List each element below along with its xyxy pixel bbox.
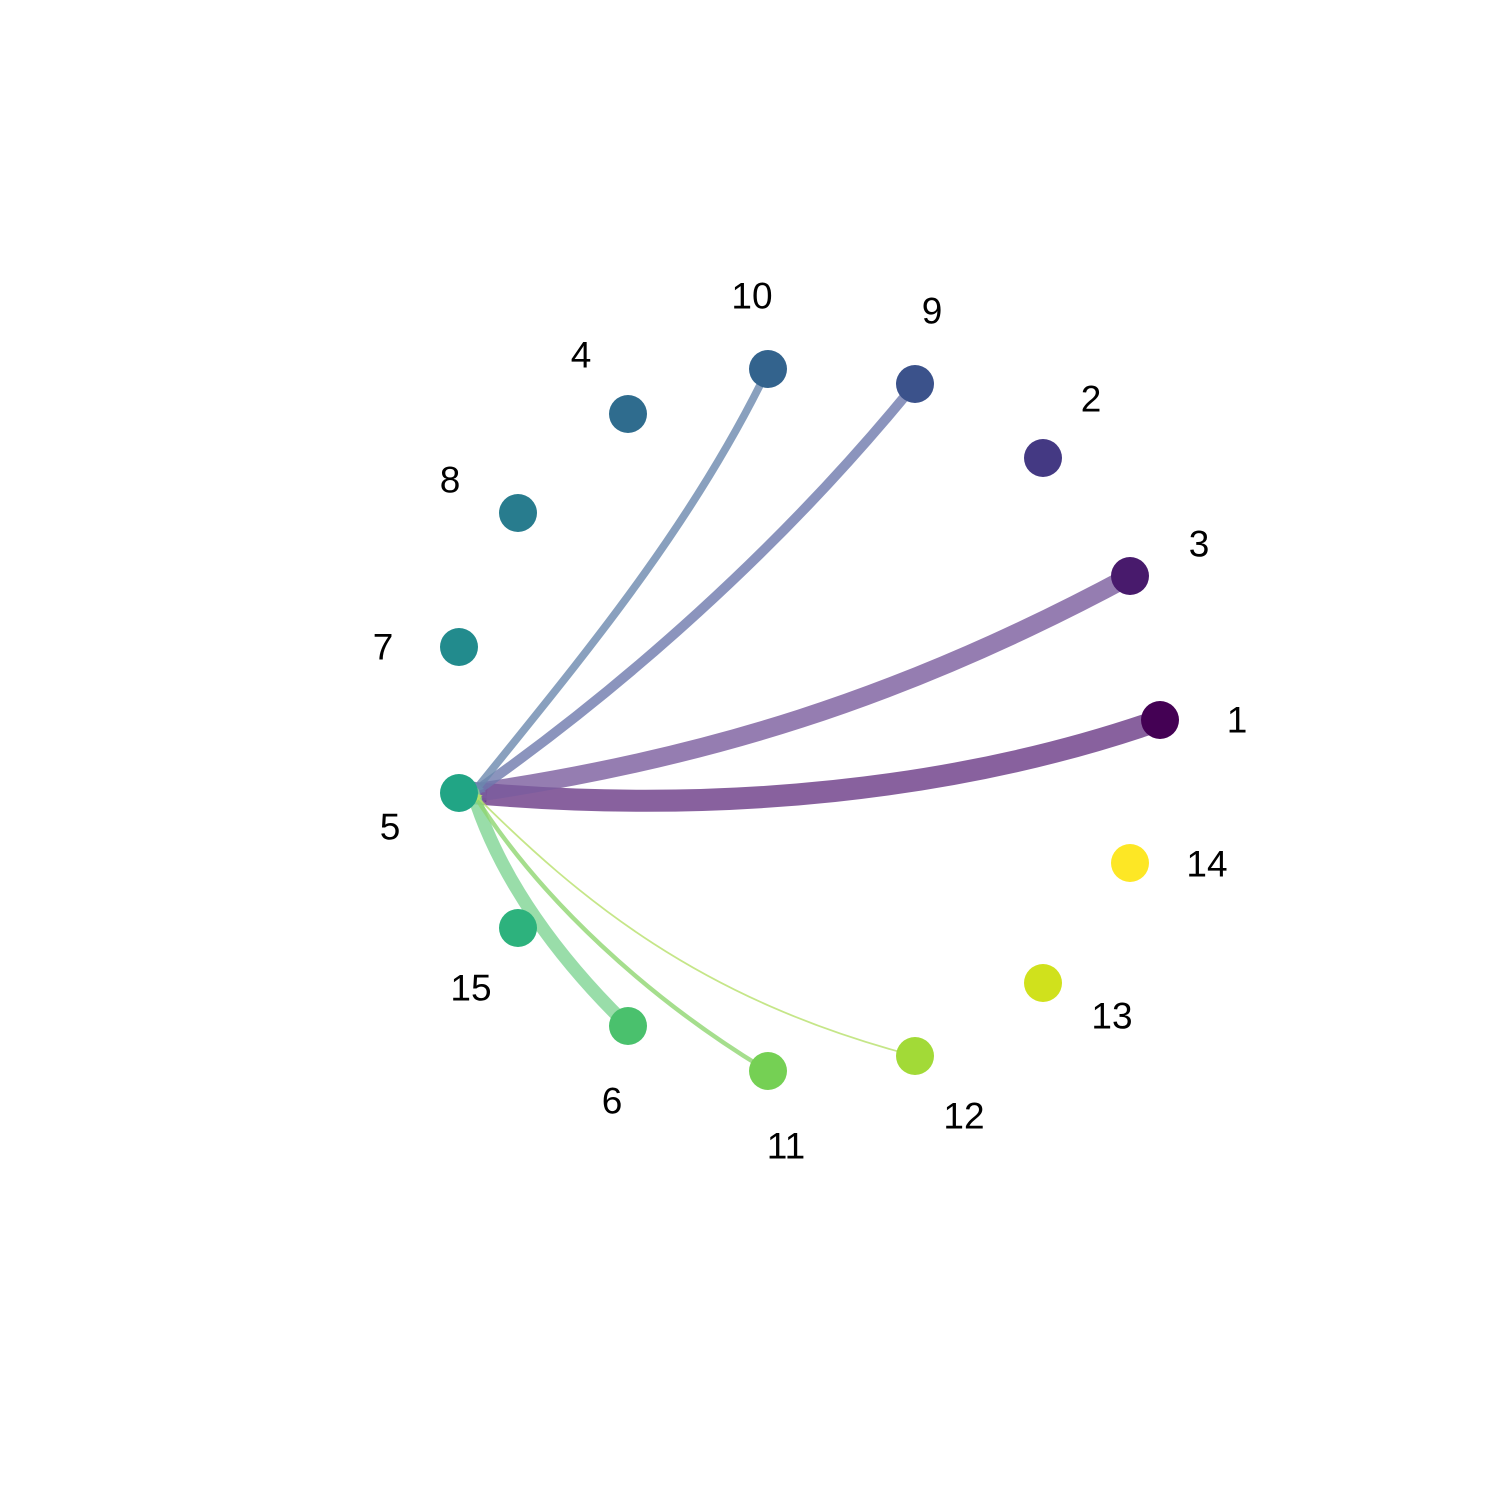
node-label-7: 7: [373, 627, 394, 668]
node-10: [749, 350, 787, 388]
node-label-5: 5: [380, 807, 401, 848]
node-label-6: 6: [602, 1081, 623, 1122]
node-label-4: 4: [571, 335, 592, 376]
node-label-11: 11: [767, 1126, 805, 1167]
node-label-15: 15: [450, 968, 491, 1009]
nodes-layer: [440, 350, 1179, 1090]
node-7: [440, 628, 478, 666]
node-label-12: 12: [943, 1096, 984, 1137]
node-6: [609, 1007, 647, 1045]
edge-6-to-5: [466, 786, 635, 1033]
node-14: [1111, 844, 1149, 882]
edge-10-to-5: [469, 365, 772, 797]
edge-1-to-5: [462, 709, 1171, 812]
node-label-10: 10: [731, 276, 772, 317]
node-label-9: 9: [922, 291, 943, 332]
node-1: [1141, 701, 1179, 739]
node-label-8: 8: [440, 460, 461, 501]
node-label-14: 14: [1186, 844, 1227, 885]
node-label-2: 2: [1081, 379, 1102, 420]
node-8: [499, 494, 537, 532]
edges-layer: [462, 365, 1171, 1074]
edge-3-to-5: [463, 566, 1140, 803]
node-9: [896, 365, 934, 403]
node-3: [1111, 557, 1149, 595]
edge-12-to-5: [472, 792, 916, 1057]
node-2: [1024, 439, 1062, 477]
node-label-13: 13: [1091, 996, 1132, 1037]
node-13: [1024, 964, 1062, 1002]
edge-11-to-5: [470, 790, 771, 1074]
node-label-1: 1: [1227, 700, 1248, 741]
node-15: [499, 909, 537, 947]
node-5: [440, 774, 478, 812]
node-11: [749, 1052, 787, 1090]
node-4: [609, 395, 647, 433]
node-label-3: 3: [1189, 524, 1210, 565]
edge-9-to-5: [468, 379, 920, 798]
node-12: [896, 1037, 934, 1075]
